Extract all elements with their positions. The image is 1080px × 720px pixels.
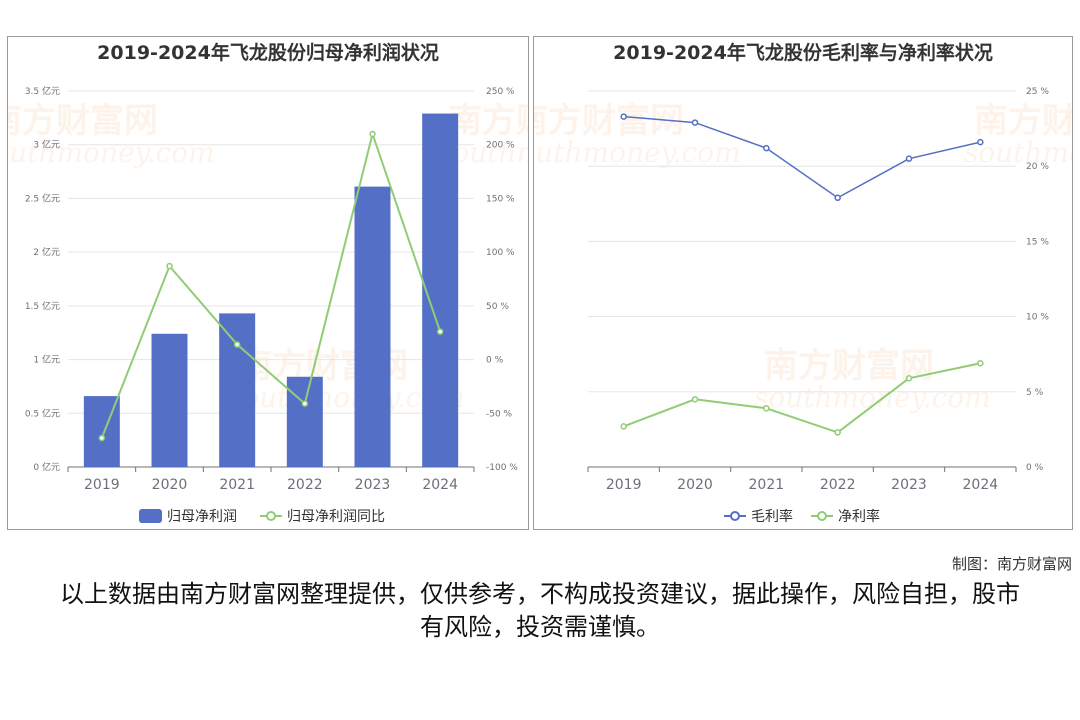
bar-net-profit [354, 186, 391, 467]
legend-swatch-bar [139, 509, 162, 523]
x-tick-label: 2020 [152, 477, 188, 493]
point-gross-margin [763, 144, 770, 152]
chart-title: 2019-2024年飞龙股份毛利率与净利率状况 [613, 41, 993, 64]
point-yoy-growth [166, 262, 173, 270]
point-net-margin [905, 375, 913, 382]
x-tick-label: 2024 [422, 477, 458, 493]
net-profit-chart: 南方财富网southmoney.com南方财富网southmoney.com南方… [8, 41, 528, 525]
y-left-tick-label: 2.5 亿元 [25, 192, 60, 204]
x-tick-label: 2021 [219, 477, 255, 493]
y-left-tick-label: 0.5 亿元 [25, 407, 60, 419]
x-tick-label: 2024 [963, 477, 999, 493]
margin-chart: 南方财富网southmoney.com南方财富网southmoney.com南方… [534, 41, 1072, 525]
y-right-tick-label: 0 % [486, 356, 504, 366]
y-right-tick-label: 5 % [1026, 388, 1044, 398]
point-net-margin [834, 429, 841, 436]
line-net-margin [623, 362, 981, 434]
point-yoy-growth [301, 400, 309, 407]
point-net-margin [763, 405, 770, 412]
x-tick-label: 2021 [749, 477, 785, 493]
bar-net-profit [286, 376, 323, 467]
y-right-tick-label: 50 % [486, 302, 509, 312]
point-net-margin [691, 396, 699, 403]
bar-net-profit [151, 333, 188, 467]
watermark-url: southmoney.com [534, 136, 741, 169]
y-left-tick-label: 1.5 亿元 [25, 300, 60, 312]
y-right-tick-label: 150 % [486, 194, 515, 204]
y-right-tick-label: 100 % [486, 248, 515, 258]
legend-label: 毛利率 [751, 508, 793, 525]
point-gross-margin [977, 138, 984, 146]
y-right-tick-label: 200 % [486, 141, 515, 151]
legend-label: 归母净利润 [167, 508, 237, 525]
line-yoy-growth [100, 130, 442, 439]
y-right-tick-label: 15 % [1026, 237, 1049, 247]
bar-net-profit [219, 313, 256, 467]
x-tick-label: 2023 [891, 477, 927, 493]
watermark-name: 南方财富网 [764, 346, 934, 386]
point-yoy-growth [369, 130, 376, 138]
legend-label: 净利率 [838, 508, 880, 525]
watermark-url: southmoney.com [754, 381, 991, 414]
y-right-tick-label: 20 % [1026, 162, 1049, 172]
y-right-tick-label: 10 % [1026, 313, 1049, 323]
point-yoy-growth [233, 341, 241, 348]
bar-net-profit [422, 113, 459, 467]
point-yoy-growth [98, 434, 106, 442]
x-tick-label: 2019 [84, 477, 120, 493]
chart-title: 2019-2024年飞龙股份归母净利润状况 [97, 41, 439, 64]
x-tick-label: 2023 [355, 477, 391, 493]
watermark-name: 南方财富网 [8, 101, 158, 141]
y-right-tick-label: 250 % [486, 87, 515, 97]
y-right-tick-label: -100 % [486, 463, 518, 473]
point-net-margin [977, 359, 984, 367]
legend-label: 归母净利润同比 [287, 508, 385, 525]
y-right-tick-label: 25 % [1026, 87, 1049, 97]
y-right-tick-label: 0 % [1026, 463, 1044, 473]
watermark-name: 南方财富网 [448, 101, 528, 141]
y-left-tick-label: 0 亿元 [33, 461, 60, 473]
watermark-name: 南方财富网 [534, 101, 684, 141]
point-net-margin [620, 423, 627, 430]
watermark-name: 南方财富网 [974, 101, 1072, 141]
disclaimer-text: 以上数据由南方财富网整理提供，仅供参考，不构成投资建议，据此操作，风险自担，股市… [60, 580, 1020, 641]
x-tick-label: 2020 [677, 477, 713, 493]
y-right-tick-label: -50 % [486, 409, 513, 419]
net-profit-chart-panel: 南方财富网southmoney.com南方财富网southmoney.com南方… [7, 36, 529, 530]
point-yoy-growth [436, 328, 444, 335]
point-gross-margin [905, 155, 913, 162]
point-gross-margin [620, 113, 627, 120]
y-left-tick-label: 1 亿元 [33, 354, 60, 366]
x-tick-label: 2022 [820, 477, 856, 493]
chart-credit: 制图：南方财富网 [951, 555, 1072, 573]
line-gross-margin [623, 115, 981, 199]
point-gross-margin [691, 119, 699, 126]
legend-swatch-marker [730, 511, 740, 521]
y-left-tick-label: 3.5 亿元 [25, 85, 60, 97]
x-tick-label: 2022 [287, 477, 323, 493]
legend-swatch-marker [266, 511, 276, 521]
y-left-tick-label: 3 亿元 [33, 139, 60, 151]
point-gross-margin [834, 194, 841, 202]
margin-chart-panel: 南方财富网southmoney.com南方财富网southmoney.com南方… [533, 36, 1073, 530]
y-left-tick-label: 2 亿元 [33, 246, 60, 258]
watermark-url: southmoney.com [8, 136, 215, 169]
x-tick-label: 2019 [606, 477, 642, 493]
legend-swatch-marker [817, 511, 827, 521]
